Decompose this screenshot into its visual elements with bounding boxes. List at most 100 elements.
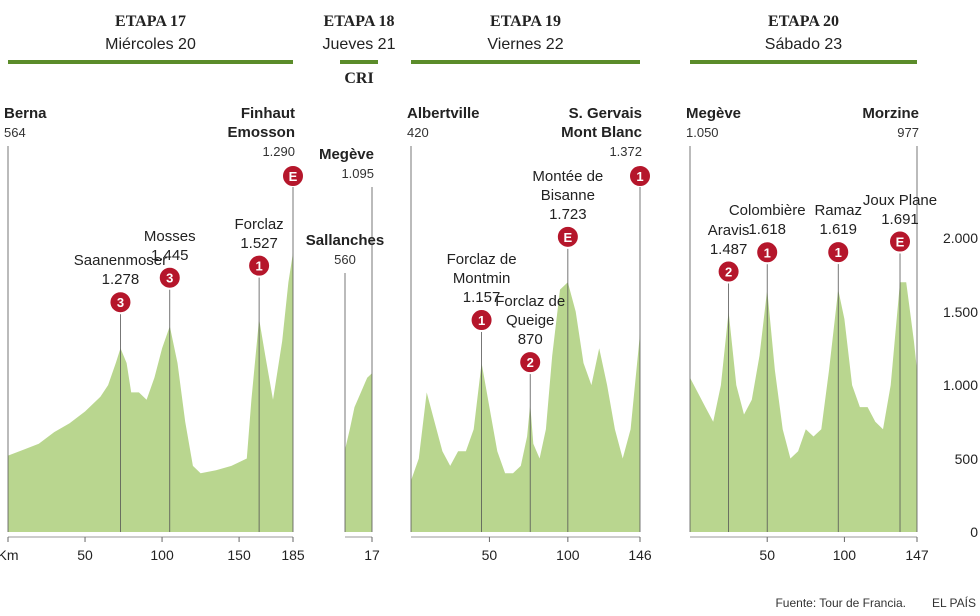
climb-label: Colombière 1.618 <box>715 201 819 239</box>
end-elevation: 1.372 <box>609 144 642 159</box>
climb-elevation: 1.527 <box>240 234 278 252</box>
climb-name: Joux Plane <box>862 191 938 209</box>
stage-note: CRI <box>344 70 374 87</box>
y-tick-label: 500 <box>954 450 978 467</box>
stage-title: ETAPA 20 <box>768 13 839 30</box>
end-label: Megève 1.095 <box>274 145 374 183</box>
start-elevation: 564 <box>4 125 26 140</box>
stage-date: Viernes 22 <box>487 36 564 53</box>
climb-elevation: 1.723 <box>549 205 587 223</box>
category-badge <box>755 240 780 265</box>
end-label: Finhaut Emosson 1.290 <box>195 104 295 161</box>
end-name: Megève <box>318 146 374 163</box>
elevation-profile <box>690 282 917 532</box>
end-name: Morzine <box>862 105 919 122</box>
category-badge <box>888 229 913 254</box>
category-badge <box>247 253 272 278</box>
header-bar <box>340 60 378 64</box>
x-tick-label: 150 <box>227 547 251 563</box>
category-label: E <box>289 169 298 184</box>
climb-name: Forclaz de Queige <box>495 293 566 330</box>
end-label: Morzine 977 <box>819 104 919 142</box>
category-label: 1 <box>835 245 842 260</box>
stage-title: ETAPA 17 <box>115 13 186 30</box>
end-name: S. Gervais Mont Blanc <box>561 105 642 141</box>
x-tick-label: Km <box>0 547 19 563</box>
start-label: Berna 564 <box>4 104 47 142</box>
climb-name: Colombière <box>728 202 806 220</box>
category-badge <box>157 265 182 290</box>
climb-name: Montée de Bisanne <box>532 167 604 204</box>
x-tick-label: 185 <box>281 547 305 563</box>
elevation-profile <box>8 252 293 533</box>
category-label: 1 <box>764 245 771 260</box>
stage-title: ETAPA 19 <box>490 13 561 30</box>
category-label: E <box>564 230 573 245</box>
start-elevation: 560 <box>334 252 356 267</box>
x-tick-label: 100 <box>150 547 174 563</box>
climb-label: Mosses 1.445 <box>118 227 222 265</box>
start-elevation: 420 <box>407 125 429 140</box>
climb-name: Forclaz de Montmin <box>446 251 517 288</box>
end-elevation: 1.095 <box>341 166 374 181</box>
x-tick-label: 17 <box>364 547 380 563</box>
start-label: Megève 1.050 <box>686 104 741 142</box>
start-label: Sallanches 560 <box>306 231 384 269</box>
climb-label: Forclaz 1.527 <box>207 215 311 253</box>
header-bar <box>8 60 293 64</box>
climb-label: Saanenmoser 1.278 <box>68 251 172 289</box>
category-label: 2 <box>725 265 732 280</box>
header-bar <box>690 60 917 64</box>
end-elevation: 1.290 <box>262 144 295 159</box>
category-label: E <box>896 235 905 250</box>
end-name: Finhaut Emosson <box>227 105 295 141</box>
x-tick-label: 50 <box>481 547 498 563</box>
stage-date: Jueves 21 <box>322 36 396 53</box>
elevation-profile <box>411 282 640 532</box>
climb-label: Forclaz de Queige 870 <box>478 292 582 349</box>
climb-elevation: 1.278 <box>101 271 140 289</box>
start-label: Albertville 420 <box>407 104 480 142</box>
category-label: 1 <box>636 169 643 184</box>
category-badge <box>469 308 494 333</box>
climb-label: Montée de Bisanne 1.723 <box>516 167 620 224</box>
x-tick-label: 100 <box>556 547 580 563</box>
category-badge <box>716 259 741 284</box>
end-label: S. Gervais Mont Blanc 1.372 <box>542 104 642 161</box>
y-tick-label: 1.500 <box>942 303 978 320</box>
category-label: 3 <box>166 271 173 286</box>
x-tick-label: 146 <box>628 547 652 563</box>
x-tick-label: 100 <box>832 547 857 563</box>
start-name: Albertville <box>407 105 480 122</box>
climb-name: Forclaz <box>234 215 284 233</box>
header-bar <box>411 60 640 64</box>
category-badge <box>555 224 580 249</box>
climb-elevation: 1.618 <box>748 221 786 239</box>
brand: EL PAÍS <box>931 596 976 610</box>
climb-elevation: 1.487 <box>709 240 748 258</box>
stage-date: Miércoles 20 <box>105 36 196 53</box>
y-tick-label: 1.000 <box>942 377 978 394</box>
category-badge <box>108 290 133 315</box>
start-name: Megève <box>686 105 742 122</box>
start-name: Sallanches <box>305 232 385 249</box>
start-name: Berna <box>4 105 47 122</box>
y-tick-label: 0 <box>970 524 978 540</box>
y-tick-label: 2.000 <box>942 230 978 247</box>
end-elevation: 977 <box>897 125 919 140</box>
climb-name: Saanenmoser <box>73 252 168 270</box>
climb-elevation: 1.445 <box>150 246 189 264</box>
category-badge <box>518 350 543 375</box>
stage-date: Sábado 23 <box>764 36 843 53</box>
source: Fuente: Tour de Francia. <box>775 596 906 610</box>
category-badge <box>826 240 851 265</box>
climb-name: Mosses <box>143 227 196 245</box>
category-label: 3 <box>117 295 124 310</box>
climb-elevation: 1.619 <box>819 221 857 239</box>
start-elevation: 1.050 <box>686 125 719 140</box>
category-label: 1 <box>478 313 485 328</box>
climb-name: Ramaz <box>814 202 862 220</box>
x-tick-label: 50 <box>77 547 93 563</box>
